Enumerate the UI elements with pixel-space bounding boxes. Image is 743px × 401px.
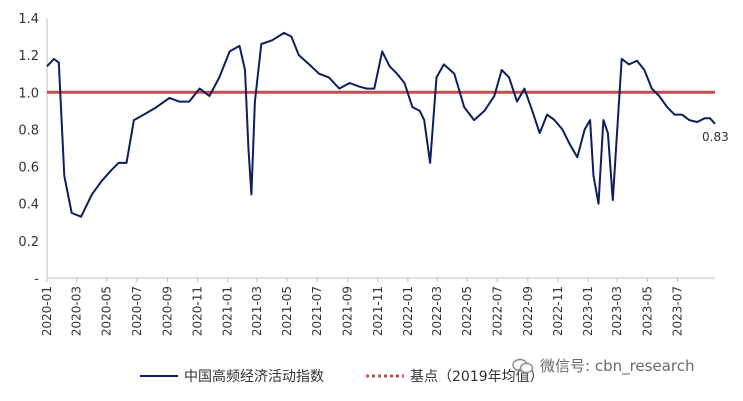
x-tick-label: 2021-09 (341, 286, 355, 336)
x-tick-label: 2020-05 (100, 286, 114, 336)
legend-label-index: 中国高频经济活动指数 (184, 368, 324, 385)
x-tick-label: 2020-03 (70, 286, 84, 336)
x-tick-label: 2022-11 (551, 286, 565, 336)
y-tick-label: 0.6 (18, 161, 39, 176)
x-tick-label: 2020-09 (160, 286, 174, 336)
x-tick-label: 2021-01 (221, 286, 235, 336)
x-tick-label: 2021-05 (280, 286, 294, 336)
index-series-line (46, 31, 716, 218)
y-tick-label: 0.2 (18, 235, 39, 250)
y-tick-label: - (34, 272, 39, 287)
x-tick-label: 2020-11 (191, 286, 205, 336)
x-tick-label: 2022-05 (460, 286, 474, 336)
x-tick-label: 2023-07 (670, 286, 684, 336)
x-tick-label: 2021-11 (371, 286, 385, 336)
x-tick-label: 2020-07 (130, 286, 144, 336)
x-tick-label: 2023-05 (640, 286, 654, 336)
x-tick-label: 2023-01 (581, 286, 595, 336)
y-tick-label: 0.4 (18, 198, 39, 213)
x-tick-label: 2023-03 (610, 286, 624, 336)
x-axis-ticks: 2020-01 2020-03 2020-05 2020-07 2020-09 2020-… (40, 278, 684, 336)
wechat-icon (512, 358, 534, 374)
legend: 中国高频经济活动指数 基点（2019年均值） (140, 368, 544, 385)
watermark: 微信号: cbn_research (512, 355, 695, 376)
x-tick-label: 2022-03 (430, 286, 444, 336)
legend-label-baseline: 基点（2019年均值） (410, 368, 544, 385)
watermark-text: 微信号: cbn_research (540, 357, 695, 375)
series-layer: 0.83 (46, 31, 729, 218)
x-tick-label: 2020-01 (40, 286, 54, 336)
y-tick-label: 1.2 (18, 49, 39, 64)
x-tick-label: 2022-01 (401, 286, 415, 336)
x-tick-label: 2022-09 (521, 286, 535, 336)
x-tick-label: 2021-07 (310, 286, 324, 336)
end-value-label: 0.83 (702, 130, 729, 144)
y-tick-label: 1.0 (18, 86, 39, 101)
x-tick-label: 2022-07 (490, 286, 504, 336)
y-tick-label: 1.4 (18, 12, 39, 27)
x-tick-label: 2021-03 (250, 286, 264, 336)
y-axis-ticks: - 0.2 0.4 0.6 0.8 1.0 1.2 1.4 (18, 12, 39, 287)
y-tick-label: 0.8 (18, 123, 39, 138)
